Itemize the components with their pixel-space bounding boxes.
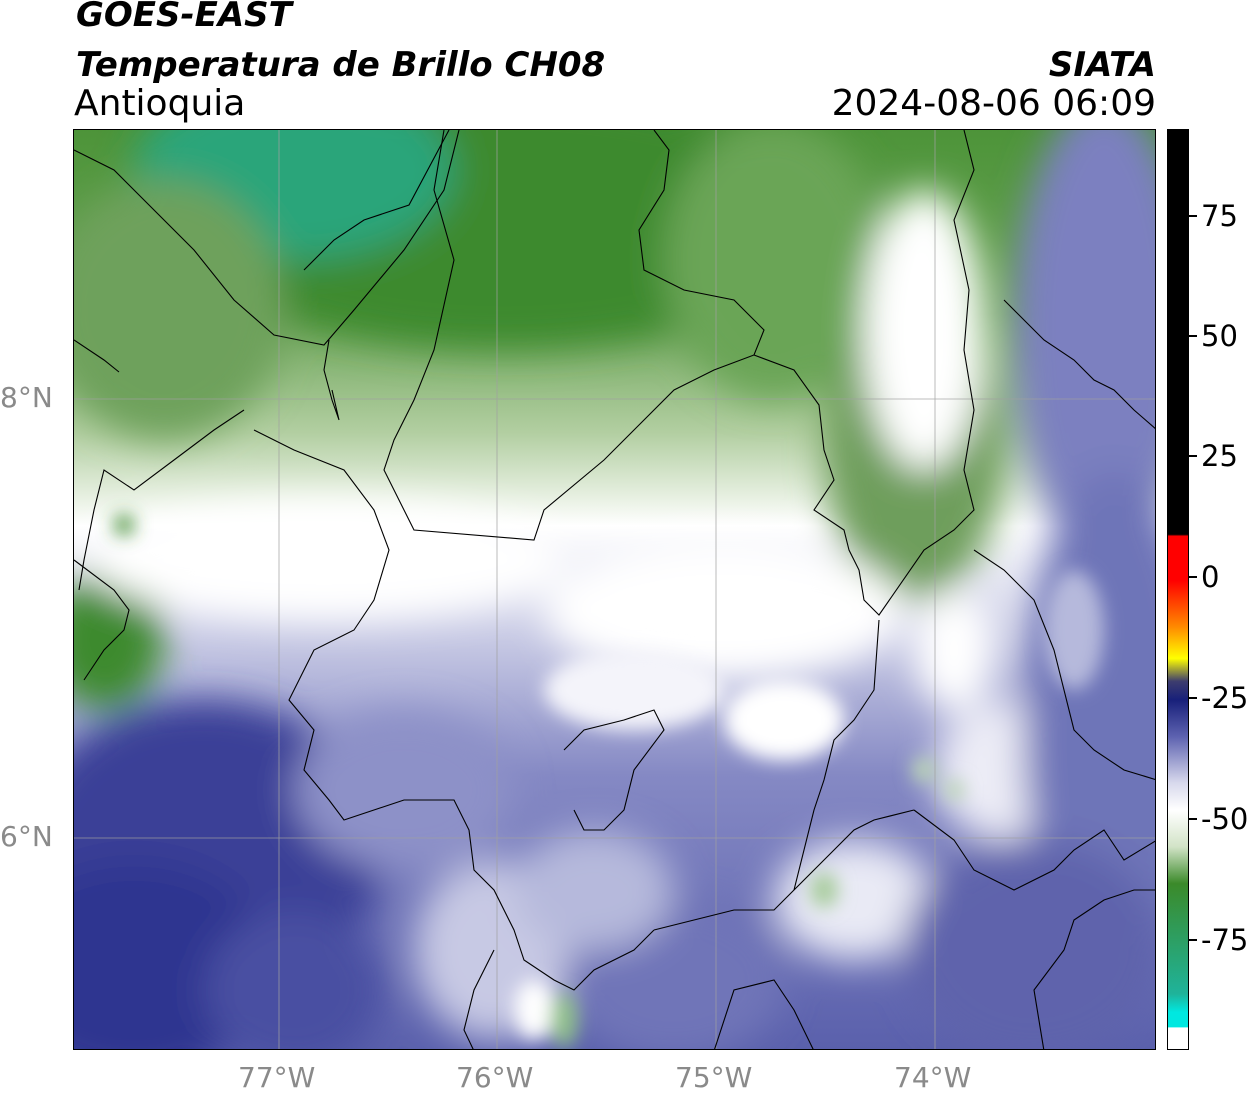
- satellite-title: GOES-EAST: [76, 0, 292, 35]
- cloud-detail: [114, 515, 1104, 1048]
- colorbar-label-75: 75: [1201, 199, 1238, 233]
- colorbar-label-0: 0: [1201, 560, 1220, 594]
- region-label: Antioquia: [74, 83, 246, 124]
- colorbar-tick: [1189, 818, 1197, 820]
- lat-label-8n: 8°N: [0, 381, 53, 414]
- colorbar-label-25: 25: [1201, 439, 1238, 473]
- lat-label-6n: 6°N: [0, 820, 53, 853]
- colorbar-tick: [1189, 939, 1197, 941]
- colorbar-tick: [1189, 576, 1197, 578]
- colorbar-tick: [1189, 455, 1197, 457]
- colorbar-label-minus50: -50: [1201, 802, 1249, 836]
- agency-label: SIATA: [1048, 45, 1156, 85]
- temperature-colorbar: [1167, 129, 1189, 1050]
- brightness-temperature-map: [73, 129, 1156, 1050]
- gridlines: [74, 130, 1155, 1049]
- lon-label-75w: 75°W: [675, 1061, 753, 1094]
- colorbar-tick: [1189, 335, 1197, 337]
- colorbar-label-50: 50: [1201, 319, 1238, 353]
- datetime-label: 2024-08-06 06:09: [831, 83, 1156, 124]
- colorbar-tick: [1189, 697, 1197, 699]
- product-title: Temperatura de Brillo CH08: [76, 45, 606, 85]
- political-borders: [74, 130, 1155, 1049]
- map-svg: [74, 130, 1155, 1049]
- lon-label-77w: 77°W: [238, 1061, 316, 1094]
- lon-label-76w: 76°W: [456, 1061, 534, 1094]
- colorbar-label-minus75: -75: [1201, 923, 1249, 957]
- colorbar-tick: [1189, 215, 1197, 217]
- lon-label-74w: 74°W: [894, 1061, 972, 1094]
- colorbar-label-minus25: -25: [1201, 681, 1249, 715]
